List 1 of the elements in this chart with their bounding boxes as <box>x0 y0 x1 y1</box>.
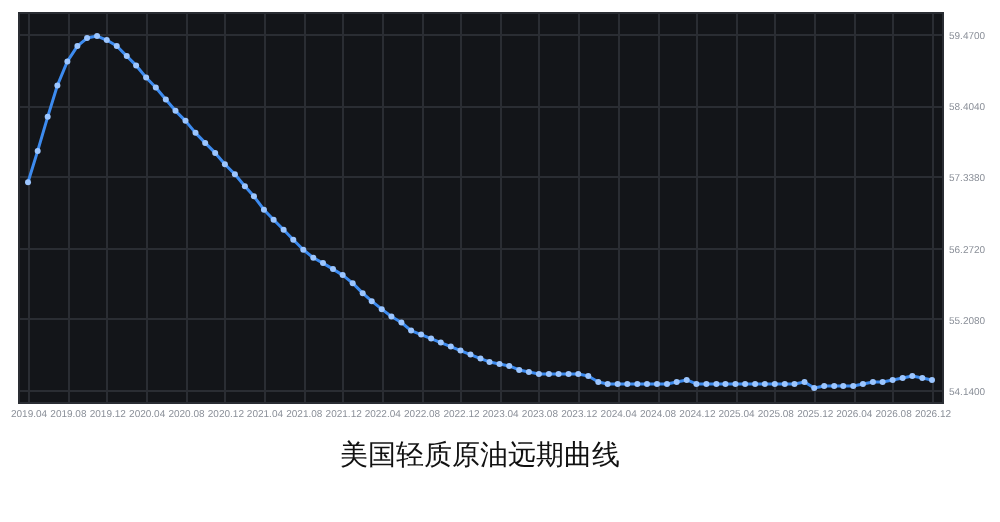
text: 美国轻质原油远期曲线 <box>340 440 620 472</box>
